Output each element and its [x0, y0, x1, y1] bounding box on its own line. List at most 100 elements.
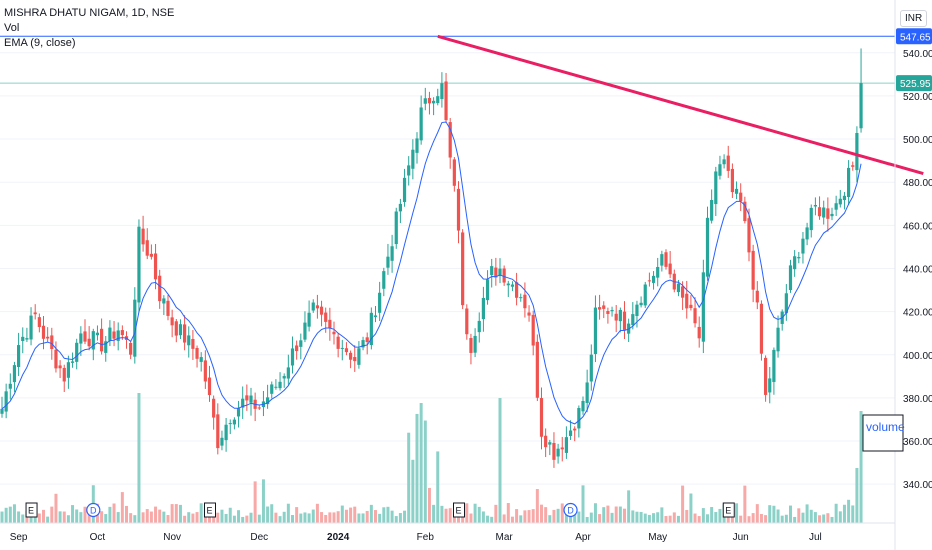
ema-line	[1, 121, 862, 425]
candle-body	[249, 395, 253, 403]
volume-bar	[490, 516, 494, 523]
volume-bar	[183, 515, 187, 523]
volume-bar	[374, 510, 377, 523]
volume-bar	[87, 513, 91, 523]
y-tick-label: 480.00	[903, 178, 932, 189]
candle-body	[315, 305, 319, 309]
candle-body	[614, 313, 618, 321]
candle-body	[564, 437, 568, 453]
volume-bar	[125, 505, 128, 523]
volume-bar	[859, 411, 863, 523]
volume-bar	[627, 490, 631, 523]
candle-body	[689, 304, 693, 309]
volume-bar	[17, 511, 21, 523]
volume-bar	[120, 492, 124, 523]
candle-body	[166, 300, 170, 316]
volume-bar	[685, 509, 689, 523]
candle-body	[50, 335, 54, 349]
volume-bar	[519, 515, 523, 523]
volume-bar	[701, 508, 705, 523]
event-marker-label: E	[206, 506, 212, 516]
volume-bar	[241, 516, 245, 523]
volume-bar	[154, 506, 158, 523]
volume-bar	[232, 515, 236, 523]
candle-body	[730, 168, 734, 193]
currency-label[interactable]: INR	[900, 10, 928, 27]
volume-bar	[54, 493, 58, 523]
candle-body	[87, 338, 91, 347]
candle-body	[697, 326, 701, 339]
candle-body	[859, 83, 863, 129]
volume-bar	[830, 516, 834, 523]
volume-bar	[100, 511, 104, 523]
candle-body	[539, 398, 544, 437]
candle-body	[560, 447, 564, 450]
earnings-marker	[453, 502, 465, 518]
candle-body	[817, 207, 822, 217]
volume-bar	[693, 513, 697, 523]
candle-body	[589, 354, 593, 382]
candle-body	[149, 253, 153, 257]
ema-indicator-label[interactable]: EMA (9, close)	[4, 37, 76, 49]
candle-body	[79, 333, 83, 344]
candle-body	[274, 386, 278, 388]
volume-bar	[320, 512, 324, 523]
candle-body	[203, 360, 207, 382]
volume-bar	[83, 506, 87, 523]
volume-indicator-label[interactable]: Vol	[4, 22, 20, 34]
candle-body	[515, 282, 519, 298]
volume-bar	[540, 504, 543, 523]
candle-body	[523, 294, 527, 309]
candle-body	[544, 435, 548, 448]
candle-body	[461, 232, 465, 306]
volume-bar	[593, 503, 597, 523]
candle-body	[747, 218, 751, 253]
candle-body	[365, 337, 369, 343]
symbol-title[interactable]: MISHRA DHATU NIGAM, 1D, NSE	[4, 7, 175, 19]
candle-body	[54, 349, 58, 369]
candle-body	[440, 83, 444, 100]
candle-body	[842, 195, 847, 201]
candle-body	[598, 307, 602, 310]
candle-body	[70, 361, 75, 363]
chart-legend: MISHRA DHATU NIGAM, 1D, NSE Vol EMA (9, …	[4, 6, 174, 51]
volume-bar	[245, 515, 249, 523]
volume-bar	[643, 513, 647, 523]
volume-bar	[486, 515, 490, 523]
volume-bar	[42, 509, 45, 523]
volume-bar	[610, 512, 614, 523]
candle-body	[473, 335, 477, 353]
volume-bar	[502, 514, 506, 523]
volume-bar	[129, 513, 133, 523]
candle-body	[510, 284, 515, 287]
volume-bar	[851, 505, 855, 523]
candle-body	[415, 138, 419, 153]
x-tick-label: Oct	[90, 532, 106, 543]
volume-bar	[531, 509, 535, 523]
candle-body	[676, 283, 681, 293]
volume-bar	[668, 515, 672, 523]
volume-bar	[772, 505, 776, 523]
candle-body	[344, 348, 349, 353]
candle-body	[834, 203, 838, 210]
volume-bar	[8, 506, 12, 523]
candle-body	[228, 423, 232, 425]
volume-bar	[291, 514, 294, 523]
candle-body	[805, 227, 809, 240]
candle-body	[83, 331, 87, 342]
volume-bar	[158, 509, 162, 523]
candle-body	[178, 324, 183, 336]
volume-bar	[361, 513, 365, 523]
candle-body	[390, 246, 394, 261]
volume-bar	[743, 485, 747, 523]
volume-bar	[71, 505, 75, 523]
candle-body	[826, 208, 830, 219]
candle-body	[498, 268, 502, 276]
volume-bar	[299, 513, 303, 523]
volume-bar	[75, 509, 79, 523]
volume-bar	[797, 508, 801, 523]
trendline[interactable]	[437, 34, 924, 176]
y-tick-label: 340.00	[903, 480, 932, 491]
